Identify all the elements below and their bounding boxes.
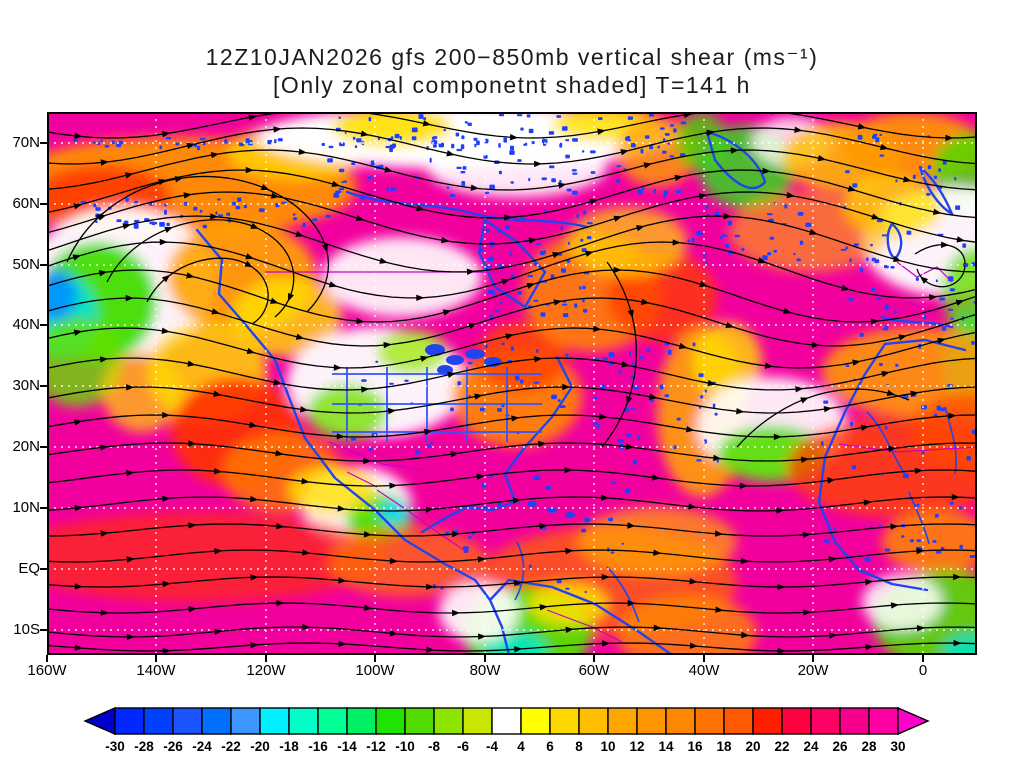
x-tick-label: 60W: [578, 662, 610, 679]
y-tick-label: 10S: [13, 621, 40, 638]
x-axis-tick: [374, 655, 376, 662]
y-tick-label: 40N: [12, 316, 40, 333]
x-tick-label: 120W: [246, 662, 286, 679]
colorbar-label: -28: [134, 739, 154, 754]
colorbar-label: -14: [337, 739, 357, 754]
y-axis-tick: [40, 629, 47, 631]
x-tick-label: 0: [918, 662, 928, 679]
x-axis-tick: [593, 655, 595, 662]
colorbar-label: 30: [890, 739, 905, 754]
colorbar-label: 28: [861, 739, 877, 754]
colorbar-label: 24: [803, 739, 819, 754]
y-tick-label: 10N: [12, 499, 40, 516]
colorbar-label: -4: [486, 739, 498, 754]
colorbar-label: 22: [774, 739, 789, 754]
colorbar-label: -10: [395, 739, 415, 754]
y-axis-tick: [40, 446, 47, 448]
colorbar-label: 18: [716, 739, 732, 754]
colorbar-label: -16: [308, 739, 328, 754]
colorbar-label: 10: [600, 739, 615, 754]
colorbar-label: 16: [687, 739, 703, 754]
colorbar-label: -20: [250, 739, 270, 754]
x-tick-label: 140W: [136, 662, 176, 679]
x-axis-tick: [155, 655, 157, 662]
colorbar-label: -18: [279, 739, 299, 754]
colorbar-legend: -30 -28 -26 -24 -22 -20 -18 -16 -14 -12 -10 -8 -6 -4 4…: [83, 704, 934, 761]
y-tick-label: 70N: [12, 134, 40, 151]
chart-subtitle: [Only zonal componetnt shaded] T=141 h: [273, 72, 751, 98]
colorbar-label: 4: [517, 739, 525, 754]
y-tick-label: 30N: [12, 377, 40, 394]
y-axis-tick: [40, 264, 47, 266]
colorbar-label: -12: [366, 739, 386, 754]
y-axis-tick: [40, 568, 47, 570]
colorbar-label: -24: [192, 739, 212, 754]
x-tick-label: 80W: [469, 662, 501, 679]
y-axis-tick: [40, 507, 47, 509]
y-tick-label: 60N: [12, 195, 40, 212]
y-axis-tick: [40, 203, 47, 205]
x-axis-tick: [484, 655, 486, 662]
x-tick-label: 40W: [688, 662, 720, 679]
colorbar-label: -26: [163, 739, 183, 754]
colorbar-label: 8: [575, 739, 583, 754]
x-tick-label: 20W: [797, 662, 829, 679]
colorbar-label: -30: [105, 739, 125, 754]
colorbar-label: 20: [745, 739, 760, 754]
x-axis-tick: [703, 655, 705, 662]
x-axis-tick: [922, 655, 924, 662]
colorbar-label: -22: [221, 739, 241, 754]
y-axis-tick: [40, 142, 47, 144]
map-canvas: [47, 112, 977, 655]
colorbar-label: 14: [658, 739, 674, 754]
colorbar-label: -8: [428, 739, 440, 754]
colorbar-label: 26: [832, 739, 848, 754]
x-tick-label: 160W: [27, 662, 67, 679]
x-axis-tick: [812, 655, 814, 662]
chart-title: 12Z10JAN2026 gfs 200−850mb vertical shea…: [205, 44, 819, 70]
x-tick-label: 100W: [355, 662, 395, 679]
y-axis-tick: [40, 385, 47, 387]
colorbar-label: -6: [457, 739, 469, 754]
y-tick-label: EQ: [18, 560, 40, 577]
colorbar-label: 6: [546, 739, 554, 754]
y-tick-label: 50N: [12, 256, 40, 273]
y-tick-label: 20N: [12, 438, 40, 455]
x-axis-tick: [265, 655, 267, 662]
colorbar-label: 12: [629, 739, 644, 754]
y-axis-tick: [40, 324, 47, 326]
x-axis-tick: [46, 655, 48, 662]
